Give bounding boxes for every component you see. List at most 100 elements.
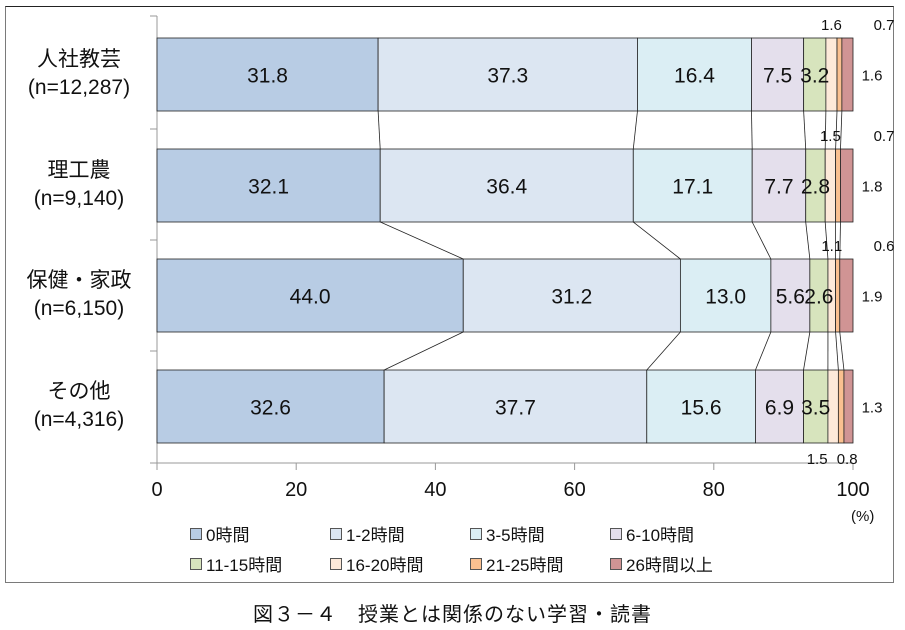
bar-segment [839, 258, 854, 333]
series-line [380, 221, 464, 260]
value-label: 0.7 [874, 17, 895, 34]
legend-swatch [470, 557, 482, 570]
chart-frame [5, 6, 894, 583]
value-label: 44.0 [290, 286, 331, 309]
series-line [751, 110, 753, 150]
value-label: 15.6 [681, 397, 722, 420]
value-label: 6.9 [765, 397, 794, 420]
legend-item: 6-10時間 [610, 521, 694, 546]
legend-item: 0時間 [190, 521, 249, 546]
value-label: 31.8 [247, 65, 288, 88]
category-sample-size: (n=9,140) [33, 187, 125, 210]
series-line [377, 110, 381, 150]
category-label: 保健・家政 (n=6,150) [4, 267, 154, 323]
series-line [839, 331, 845, 371]
series-line [383, 331, 464, 371]
value-label: 3.5 [801, 397, 830, 420]
value-label: 1.9 [862, 289, 883, 306]
series-line [839, 221, 841, 260]
value-label: 3.2 [800, 65, 829, 88]
bar-segment [632, 148, 753, 223]
bar-segment [646, 369, 756, 444]
category-name: 理工農 [47, 159, 111, 182]
series-line [646, 331, 681, 371]
bar-segment [637, 37, 752, 112]
legend-label: 11-15時間 [206, 556, 283, 575]
x-tick-label: 100 [836, 479, 870, 501]
bar-segment [383, 369, 648, 444]
series-line [755, 331, 772, 371]
value-label: 37.7 [495, 397, 536, 420]
series-line [824, 221, 829, 260]
legend-swatch [610, 527, 622, 540]
legend-label: 16-20時間 [346, 556, 424, 575]
bar-segment [379, 148, 634, 223]
series-line [803, 110, 807, 150]
legend-swatch [190, 557, 202, 570]
legend-item: 26時間以上 [610, 551, 713, 576]
value-label: 1.5 [807, 451, 828, 468]
legend-item: 11-15時間 [190, 551, 282, 576]
legend-item: 3-5時間 [470, 521, 545, 546]
value-label: 17.1 [672, 176, 713, 199]
x-tick-label: 80 [702, 479, 725, 501]
value-label: 0.7 [874, 128, 895, 145]
bar-segment [679, 258, 772, 333]
legend-label: 0時間 [206, 526, 250, 545]
bar-segment [803, 369, 829, 444]
legend-swatch [470, 527, 482, 540]
x-tick-label: 0 [151, 479, 163, 501]
legend-swatch [190, 527, 202, 540]
bar-segment [755, 369, 804, 444]
category-label: 理工農 (n=9,140) [4, 157, 154, 213]
x-tick-label: 40 [424, 479, 447, 501]
series-line [803, 331, 811, 371]
series-line [805, 221, 811, 260]
value-label: 32.6 [250, 397, 291, 420]
x-axis-unit-label: (%) [851, 508, 875, 525]
bar-segment [770, 258, 811, 333]
series-line [835, 331, 839, 371]
category-label: その他 (n=4,316) [4, 378, 154, 434]
bar-segment [840, 148, 854, 223]
legend-item: 21-25時間 [470, 551, 563, 576]
value-label: 5.6 [776, 286, 805, 309]
value-label: 13.0 [705, 286, 746, 309]
category-sample-size: (n=4,316) [33, 408, 125, 431]
series-line [835, 110, 838, 150]
value-label: 31.2 [551, 286, 592, 309]
series-line [751, 221, 772, 260]
value-label: 0.8 [837, 451, 858, 468]
bar-segment [156, 148, 381, 223]
legend-label: 3-5時間 [486, 526, 545, 545]
category-name: 人社教芸 [37, 48, 121, 71]
category-name: その他 [47, 380, 111, 403]
category-sample-size: (n=6,150) [33, 297, 125, 320]
value-label: 1.6 [862, 68, 883, 85]
category-name: 保健・家政 [26, 269, 132, 292]
bar-segment [841, 37, 854, 112]
legend-label: 26時間以上 [626, 556, 713, 575]
series-line [632, 110, 638, 150]
value-label: 2.8 [801, 176, 830, 199]
legend-label: 21-25時間 [486, 556, 564, 575]
legend-swatch [330, 527, 342, 540]
series-line [824, 110, 827, 150]
bar-segment [837, 369, 845, 444]
legend-label: 6-10時間 [626, 526, 695, 545]
legend-item: 1-2時間 [330, 521, 405, 546]
series-line [840, 110, 843, 150]
value-label: 1.3 [862, 400, 883, 417]
series-line [633, 221, 681, 260]
value-label: 36.4 [486, 176, 527, 199]
bar-segment [462, 258, 681, 333]
value-label: 7.7 [764, 176, 793, 199]
figure-caption: 図３－４ 授業とは関係のない学習・読書 [253, 602, 652, 626]
legend-swatch [330, 557, 342, 570]
x-tick-label: 60 [563, 479, 586, 501]
legend-swatch [610, 557, 622, 570]
x-tick-label: 20 [285, 479, 308, 501]
legend-item: 16-20時間 [330, 551, 423, 576]
value-label: 37.3 [487, 65, 528, 88]
